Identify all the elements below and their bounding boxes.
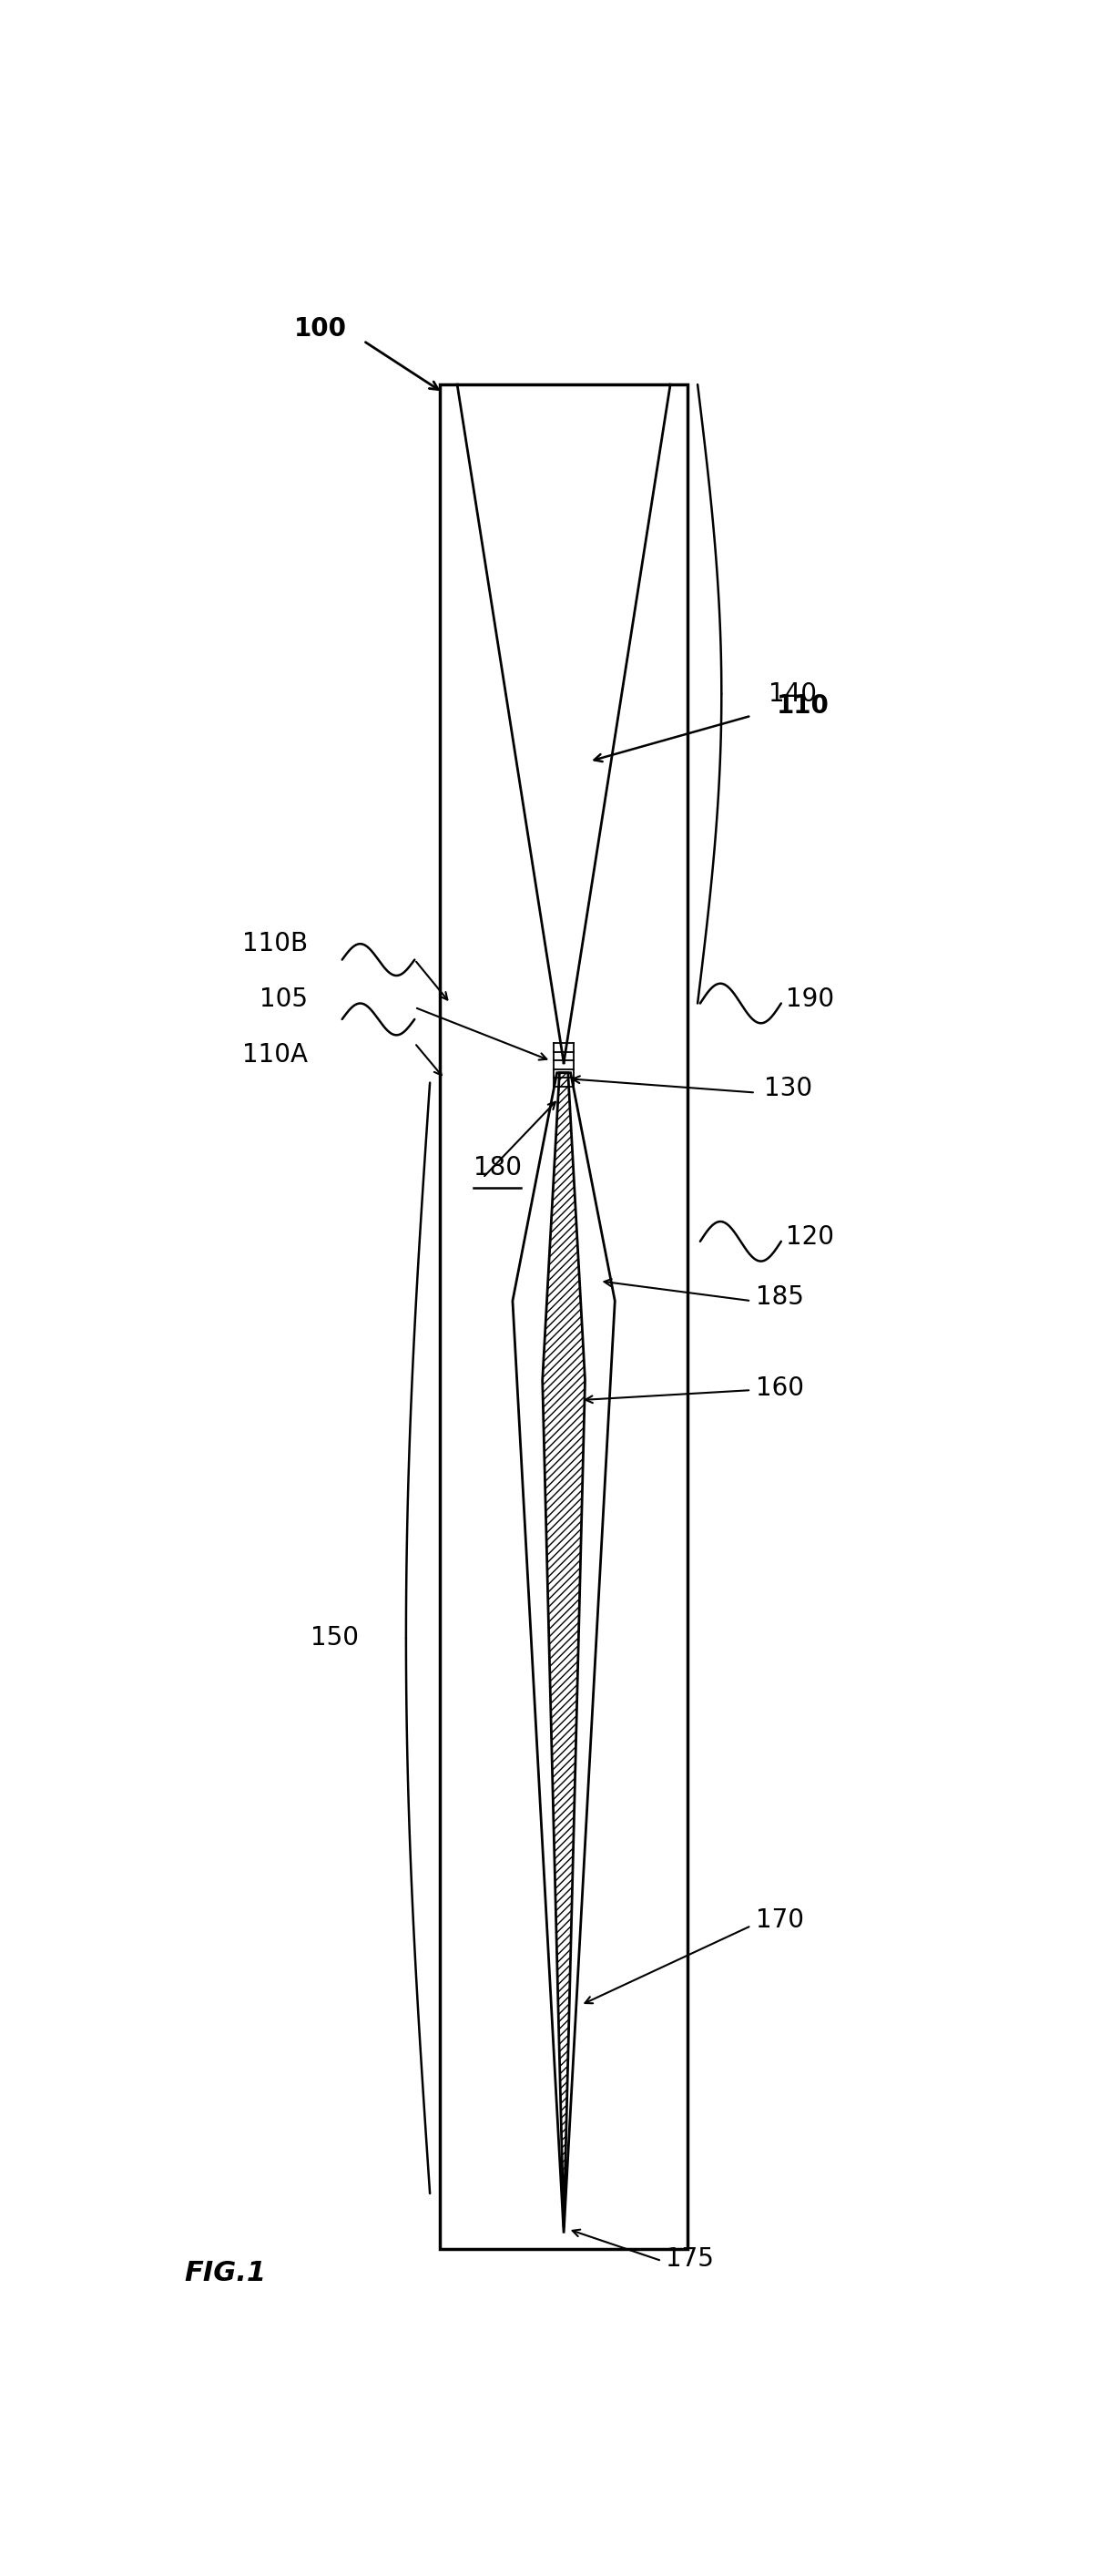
Text: 150: 150 <box>311 1625 359 1651</box>
Text: 175: 175 <box>667 2246 714 2272</box>
Text: 170: 170 <box>756 1906 804 1932</box>
Text: 130: 130 <box>764 1077 813 1103</box>
Text: 100: 100 <box>295 317 348 343</box>
Text: 105: 105 <box>260 987 308 1012</box>
Text: 180: 180 <box>473 1154 521 1180</box>
Text: 110: 110 <box>777 693 829 719</box>
Text: 110A: 110A <box>242 1043 308 1066</box>
Polygon shape <box>513 1072 615 2233</box>
Bar <box>440 384 688 2249</box>
Text: 185: 185 <box>756 1285 804 1309</box>
Text: 190: 190 <box>785 987 834 1012</box>
Text: FIG.1: FIG.1 <box>185 2259 266 2285</box>
Text: 140: 140 <box>768 680 816 706</box>
Text: 110B: 110B <box>242 930 308 956</box>
Text: 160: 160 <box>756 1376 804 1401</box>
Text: 120: 120 <box>785 1224 834 1249</box>
Polygon shape <box>542 1072 585 2228</box>
